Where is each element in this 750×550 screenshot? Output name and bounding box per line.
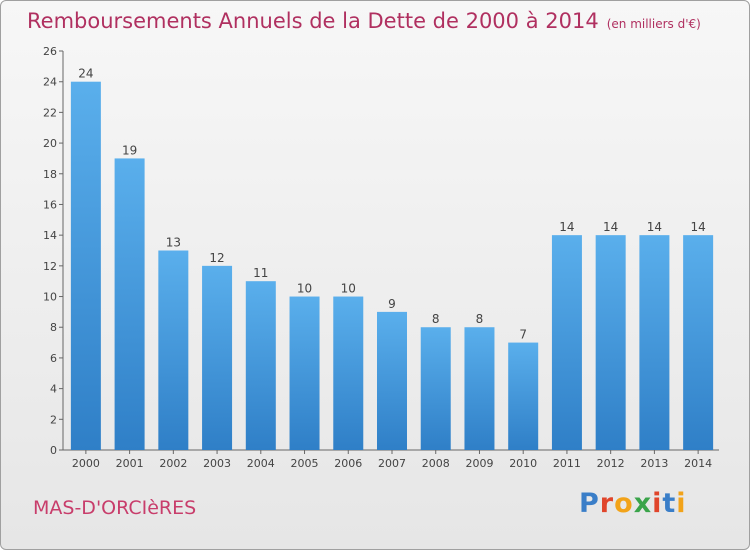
logo-letter: i bbox=[676, 488, 687, 519]
data-label-2010: 7 bbox=[519, 328, 527, 342]
y-tick-label: 4 bbox=[50, 383, 57, 396]
bar-2009 bbox=[464, 327, 495, 450]
y-tick-label: 18 bbox=[43, 168, 57, 181]
y-tick-label: 10 bbox=[43, 291, 57, 304]
y-tick-label: 24 bbox=[43, 76, 57, 89]
logo-letter: i bbox=[652, 488, 663, 519]
logo-letter: P bbox=[579, 488, 600, 519]
data-label-2011: 14 bbox=[559, 220, 574, 234]
x-tick-label-2005: 2005 bbox=[291, 457, 319, 470]
bar-2014 bbox=[683, 235, 714, 450]
data-label-2009: 8 bbox=[476, 312, 484, 326]
logo-letter: r bbox=[599, 488, 615, 519]
bar-2002 bbox=[158, 250, 189, 450]
data-label-2007: 9 bbox=[388, 297, 396, 311]
bar-2001 bbox=[114, 158, 145, 450]
x-tick-label-2000: 2000 bbox=[72, 457, 100, 470]
bar-2012 bbox=[595, 235, 626, 450]
data-label-2003: 12 bbox=[209, 251, 224, 265]
data-label-2004: 11 bbox=[253, 266, 268, 280]
x-tick-label-2007: 2007 bbox=[378, 457, 406, 470]
x-tick-label-2012: 2012 bbox=[597, 457, 625, 470]
bar-2008 bbox=[420, 327, 451, 450]
y-tick-label: 20 bbox=[43, 137, 57, 150]
data-label-2008: 8 bbox=[432, 312, 440, 326]
y-tick-label: 16 bbox=[43, 198, 57, 211]
proxiti-logo: Proxiti bbox=[579, 488, 687, 519]
x-tick-label-2004: 2004 bbox=[247, 457, 275, 470]
bars bbox=[70, 81, 714, 450]
bar-2003 bbox=[202, 265, 233, 450]
bar-2013 bbox=[639, 235, 670, 450]
x-tick-label-2010: 2010 bbox=[509, 457, 537, 470]
y-tick-label: 22 bbox=[43, 106, 57, 119]
x-tick-label-2008: 2008 bbox=[422, 457, 450, 470]
bar-2005 bbox=[289, 296, 320, 450]
data-label-2014: 14 bbox=[690, 220, 705, 234]
y-tick-label: 12 bbox=[43, 260, 57, 273]
data-labels: 24 19 13 12 11 10 10 9 8 8 7 14 14 14 14 bbox=[78, 67, 706, 342]
title-unit: (en milliers d'€) bbox=[606, 17, 701, 31]
y-tick-label: 14 bbox=[43, 229, 57, 242]
logo-letter: t bbox=[662, 488, 677, 519]
x-tick-label-2002: 2002 bbox=[159, 457, 187, 470]
data-label-2006: 10 bbox=[341, 282, 356, 296]
chart-title: Remboursements Annuels de la Dette de 20… bbox=[27, 9, 701, 33]
y-tick-label: 6 bbox=[50, 352, 57, 365]
data-label-2005: 10 bbox=[297, 282, 312, 296]
y-tick-label: 26 bbox=[43, 45, 57, 58]
title-text: Remboursements Annuels de la Dette de 20… bbox=[27, 9, 599, 33]
bar-2010 bbox=[508, 342, 539, 450]
x-tick-label-2006: 2006 bbox=[334, 457, 362, 470]
x-tick-label-2013: 2013 bbox=[640, 457, 668, 470]
x-tick-label-2009: 2009 bbox=[465, 457, 493, 470]
bar-2011 bbox=[551, 235, 582, 450]
data-label-2001: 19 bbox=[122, 143, 137, 157]
y-tick-label: 2 bbox=[50, 413, 57, 426]
data-label-2000: 24 bbox=[78, 67, 93, 81]
x-tick-label-2001: 2001 bbox=[116, 457, 144, 470]
data-label-2013: 14 bbox=[647, 220, 662, 234]
y-tick-label: 8 bbox=[50, 321, 57, 334]
x-tick-label-2003: 2003 bbox=[203, 457, 231, 470]
y-tick-label: 0 bbox=[50, 444, 57, 457]
x-tick-label-2014: 2014 bbox=[684, 457, 712, 470]
bar-2004 bbox=[245, 281, 276, 450]
data-label-2002: 13 bbox=[166, 236, 181, 250]
city-name: MAS-D'ORCIèRES bbox=[33, 497, 197, 519]
logo-letter: o bbox=[614, 488, 634, 519]
bar-2006 bbox=[333, 296, 364, 450]
data-label-2012: 14 bbox=[603, 220, 618, 234]
logo-letter: x bbox=[633, 488, 653, 519]
bar-2007 bbox=[377, 311, 407, 450]
bar-2000 bbox=[70, 81, 101, 450]
x-tick-label-2011: 2011 bbox=[553, 457, 581, 470]
